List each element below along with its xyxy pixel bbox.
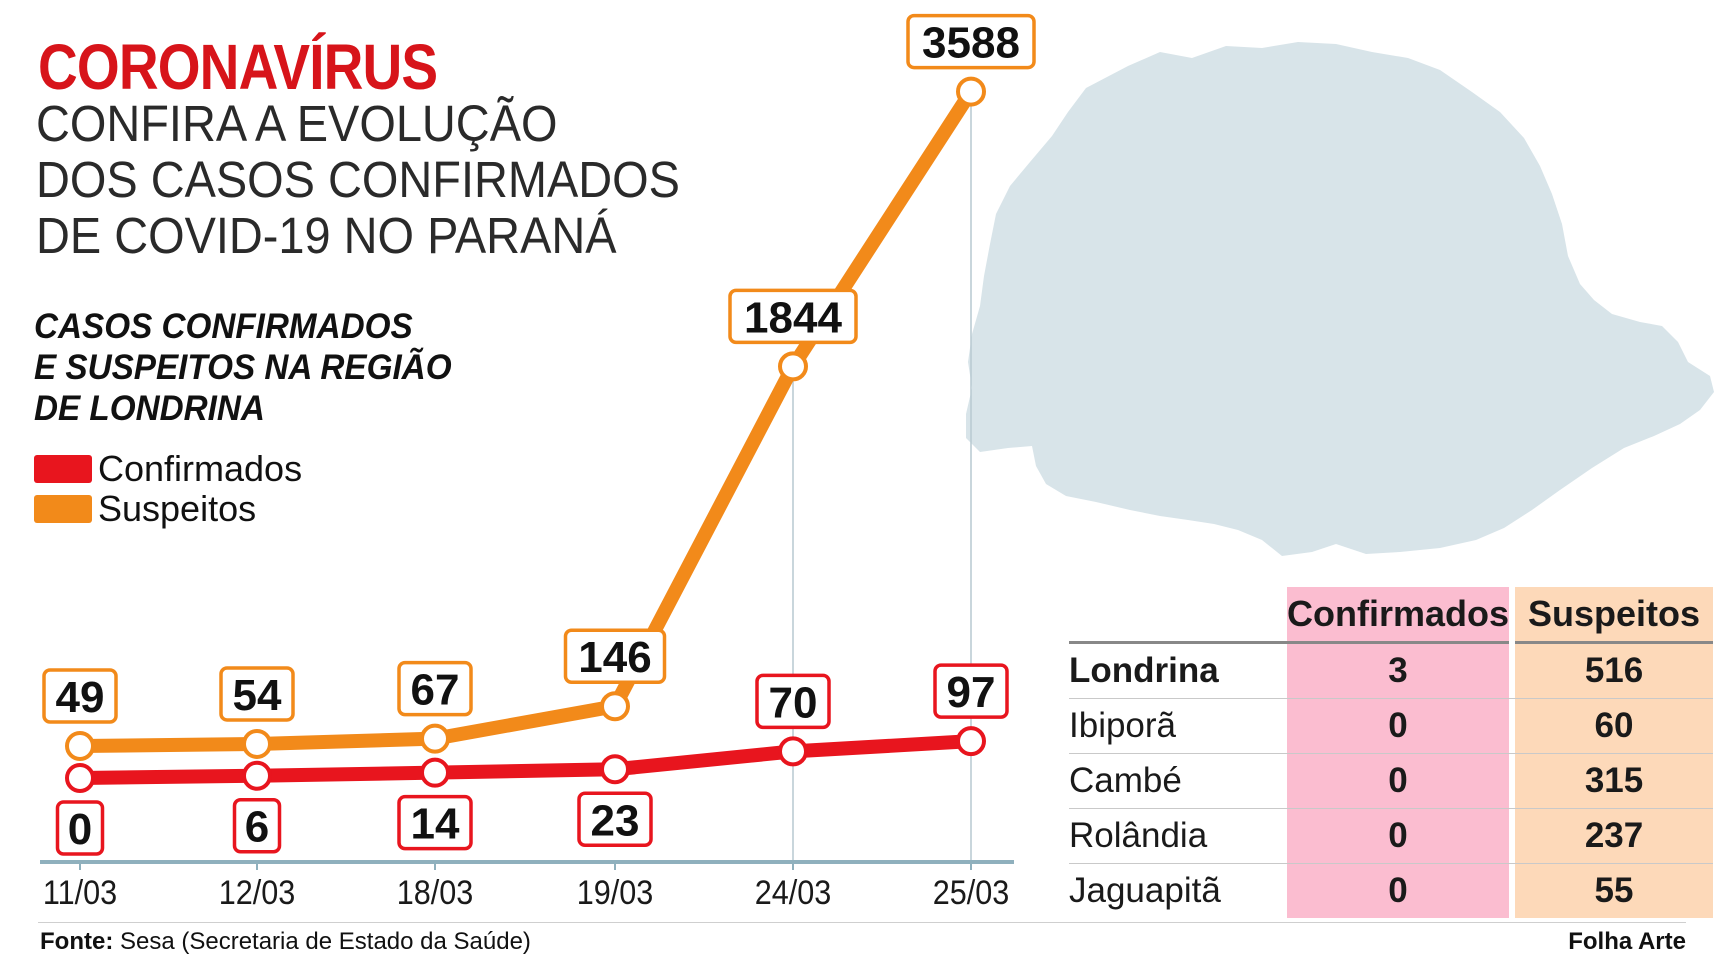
point-confirmed — [956, 726, 986, 757]
table-gap — [1509, 809, 1516, 864]
x-tick-label: 18/03 — [397, 874, 474, 912]
point-confirmed — [242, 760, 272, 791]
table-header-city — [1069, 587, 1287, 644]
subtitle-line: DE COVID-19 NO PARANÁ — [36, 207, 617, 264]
table-row: Cambé 0 315 — [1069, 754, 1714, 809]
data-label-confirmed: 0 — [68, 805, 92, 854]
data-label-suspected: 1844 — [744, 293, 842, 342]
legend-swatch-suspected — [34, 495, 92, 523]
point-suspected — [242, 728, 272, 759]
table-cell-city: Jaguapitã — [1069, 871, 1221, 910]
table-row: Rolândia 0 237 — [1069, 809, 1714, 864]
table-cell-suspected: 60 — [1515, 699, 1714, 754]
subtitle-line: CONFIRA A EVOLUÇÃO — [36, 95, 558, 152]
table-cell-city: Ibiporã — [1069, 699, 1287, 754]
data-label-confirmed-box — [577, 791, 653, 848]
x-tick-label: 25/03 — [933, 874, 1010, 912]
x-tick-label: 12/03 — [219, 874, 296, 912]
point-suspected — [956, 76, 986, 107]
data-label-confirmed-box — [397, 794, 473, 851]
x-tick-label: 24/03 — [755, 874, 832, 912]
data-label-suspected-box — [397, 660, 473, 717]
table-header-suspected: Suspeitos — [1515, 587, 1714, 644]
table-cell-suspected: 55 — [1515, 864, 1714, 918]
point-suspected — [778, 351, 808, 382]
data-label-confirmed: 23 — [591, 796, 640, 845]
parana-map-shape — [966, 42, 1714, 556]
cities-table-wrap: Confirmados Suspeitos Londrina 3 516 Ibi… — [1069, 587, 1714, 918]
series-line-confirmed — [73, 734, 978, 785]
table-gap — [1509, 754, 1516, 809]
table-header-row: Confirmados Suspeitos — [1069, 587, 1714, 644]
table-row: Ibiporã 0 60 — [1069, 699, 1714, 754]
data-label-confirmed: 14 — [411, 800, 460, 849]
x-tick-label: 11/03 — [43, 874, 117, 912]
legend-swatch-confirmed — [34, 455, 92, 483]
data-label-confirmed-box — [755, 673, 831, 730]
point-confirmed — [600, 754, 630, 785]
data-label-confirmed: 6 — [245, 803, 269, 852]
table-cell-suspected: 315 — [1515, 754, 1714, 809]
legend-label-suspected: Suspeitos — [98, 488, 257, 529]
chart-legend: Confirmados Suspeitos — [34, 448, 303, 529]
table-cell-confirmed: 0 — [1287, 754, 1510, 809]
data-label-suspected: 67 — [411, 666, 460, 715]
point-suspected — [65, 731, 95, 761]
series-line-suspected — [73, 84, 978, 753]
data-label-confirmed-box — [55, 800, 105, 856]
table-cell-suspected: 237 — [1515, 809, 1714, 864]
chart-heading-line: DE LONDRINA — [34, 389, 265, 428]
point-confirmed — [65, 763, 95, 793]
legend-label-confirmed: Confirmados — [98, 448, 303, 489]
data-label-suspected: 54 — [233, 671, 282, 720]
data-label-suspected-box — [219, 666, 295, 722]
credit: Folha Arte — [1568, 928, 1686, 955]
point-confirmed — [420, 757, 450, 788]
table-cell-confirmed: 0 — [1287, 699, 1510, 754]
source-text: Sesa (Secretaria de Estado da Saúde) — [119, 928, 531, 955]
table-cell-confirmed: 0 — [1287, 864, 1510, 918]
data-label-suspected: 3588 — [922, 19, 1020, 68]
chart-heading: CASOS CONFIRMADOS E SUSPEITOS NA REGIÃO … — [34, 306, 452, 429]
legend-item-suspected: Suspeitos — [34, 488, 302, 529]
data-label-suspected: 146 — [578, 633, 651, 682]
table-row: Jaguapitã 0 55 — [1069, 864, 1714, 918]
data-label-suspected-box — [728, 288, 858, 345]
data-label-confirmed-box — [933, 663, 1009, 719]
data-label-suspected: 49 — [56, 673, 105, 722]
chart-heading-line: E SUSPEITOS NA REGIÃO — [34, 348, 452, 387]
table-header-confirmed: Confirmados — [1287, 587, 1510, 644]
table-cell-city: Londrina — [1069, 644, 1287, 699]
x-tick-label: 19/03 — [577, 874, 654, 912]
data-label-suspected-box — [42, 668, 118, 724]
table-cell-city: Cambé — [1069, 754, 1287, 809]
point-confirmed — [778, 736, 808, 767]
point-suspected — [420, 723, 450, 754]
table-cell-confirmed: 3 — [1287, 644, 1510, 699]
source-label: Fonte: — [40, 928, 114, 955]
table-cell-confirmed: 0 — [1287, 809, 1510, 864]
subtitle-line: DOS CASOS CONFIRMADOS — [36, 151, 680, 208]
data-label-suspected-box — [563, 628, 667, 684]
data-label-confirmed: 70 — [769, 678, 818, 727]
page-title: CORONAVÍRUS — [38, 31, 438, 103]
data-label-suspected-box — [906, 13, 1036, 70]
page-subtitle: CONFIRA A EVOLUÇÃO DOS CASOS CONFIRMADOS… — [36, 96, 680, 264]
table-cell-suspected: 516 — [1515, 644, 1714, 699]
table-gap — [1509, 699, 1516, 754]
table-cell-city: Rolândia — [1069, 809, 1287, 864]
data-label-confirmed: 97 — [947, 668, 996, 717]
source-note: Fonte: Sesa (Secretaria de Estado da Saú… — [40, 928, 531, 956]
legend-item-confirmed: Confirmados — [34, 448, 303, 489]
point-suspected — [600, 691, 630, 722]
footer-divider — [38, 922, 1686, 923]
table-gap — [1509, 644, 1516, 699]
chart-heading-line: CASOS CONFIRMADOS — [34, 307, 413, 346]
cities-table: Confirmados Suspeitos Londrina 3 516 Ibi… — [1069, 587, 1714, 918]
table-row: Londrina 3 516 — [1069, 644, 1714, 699]
data-label-confirmed-box — [232, 797, 282, 854]
